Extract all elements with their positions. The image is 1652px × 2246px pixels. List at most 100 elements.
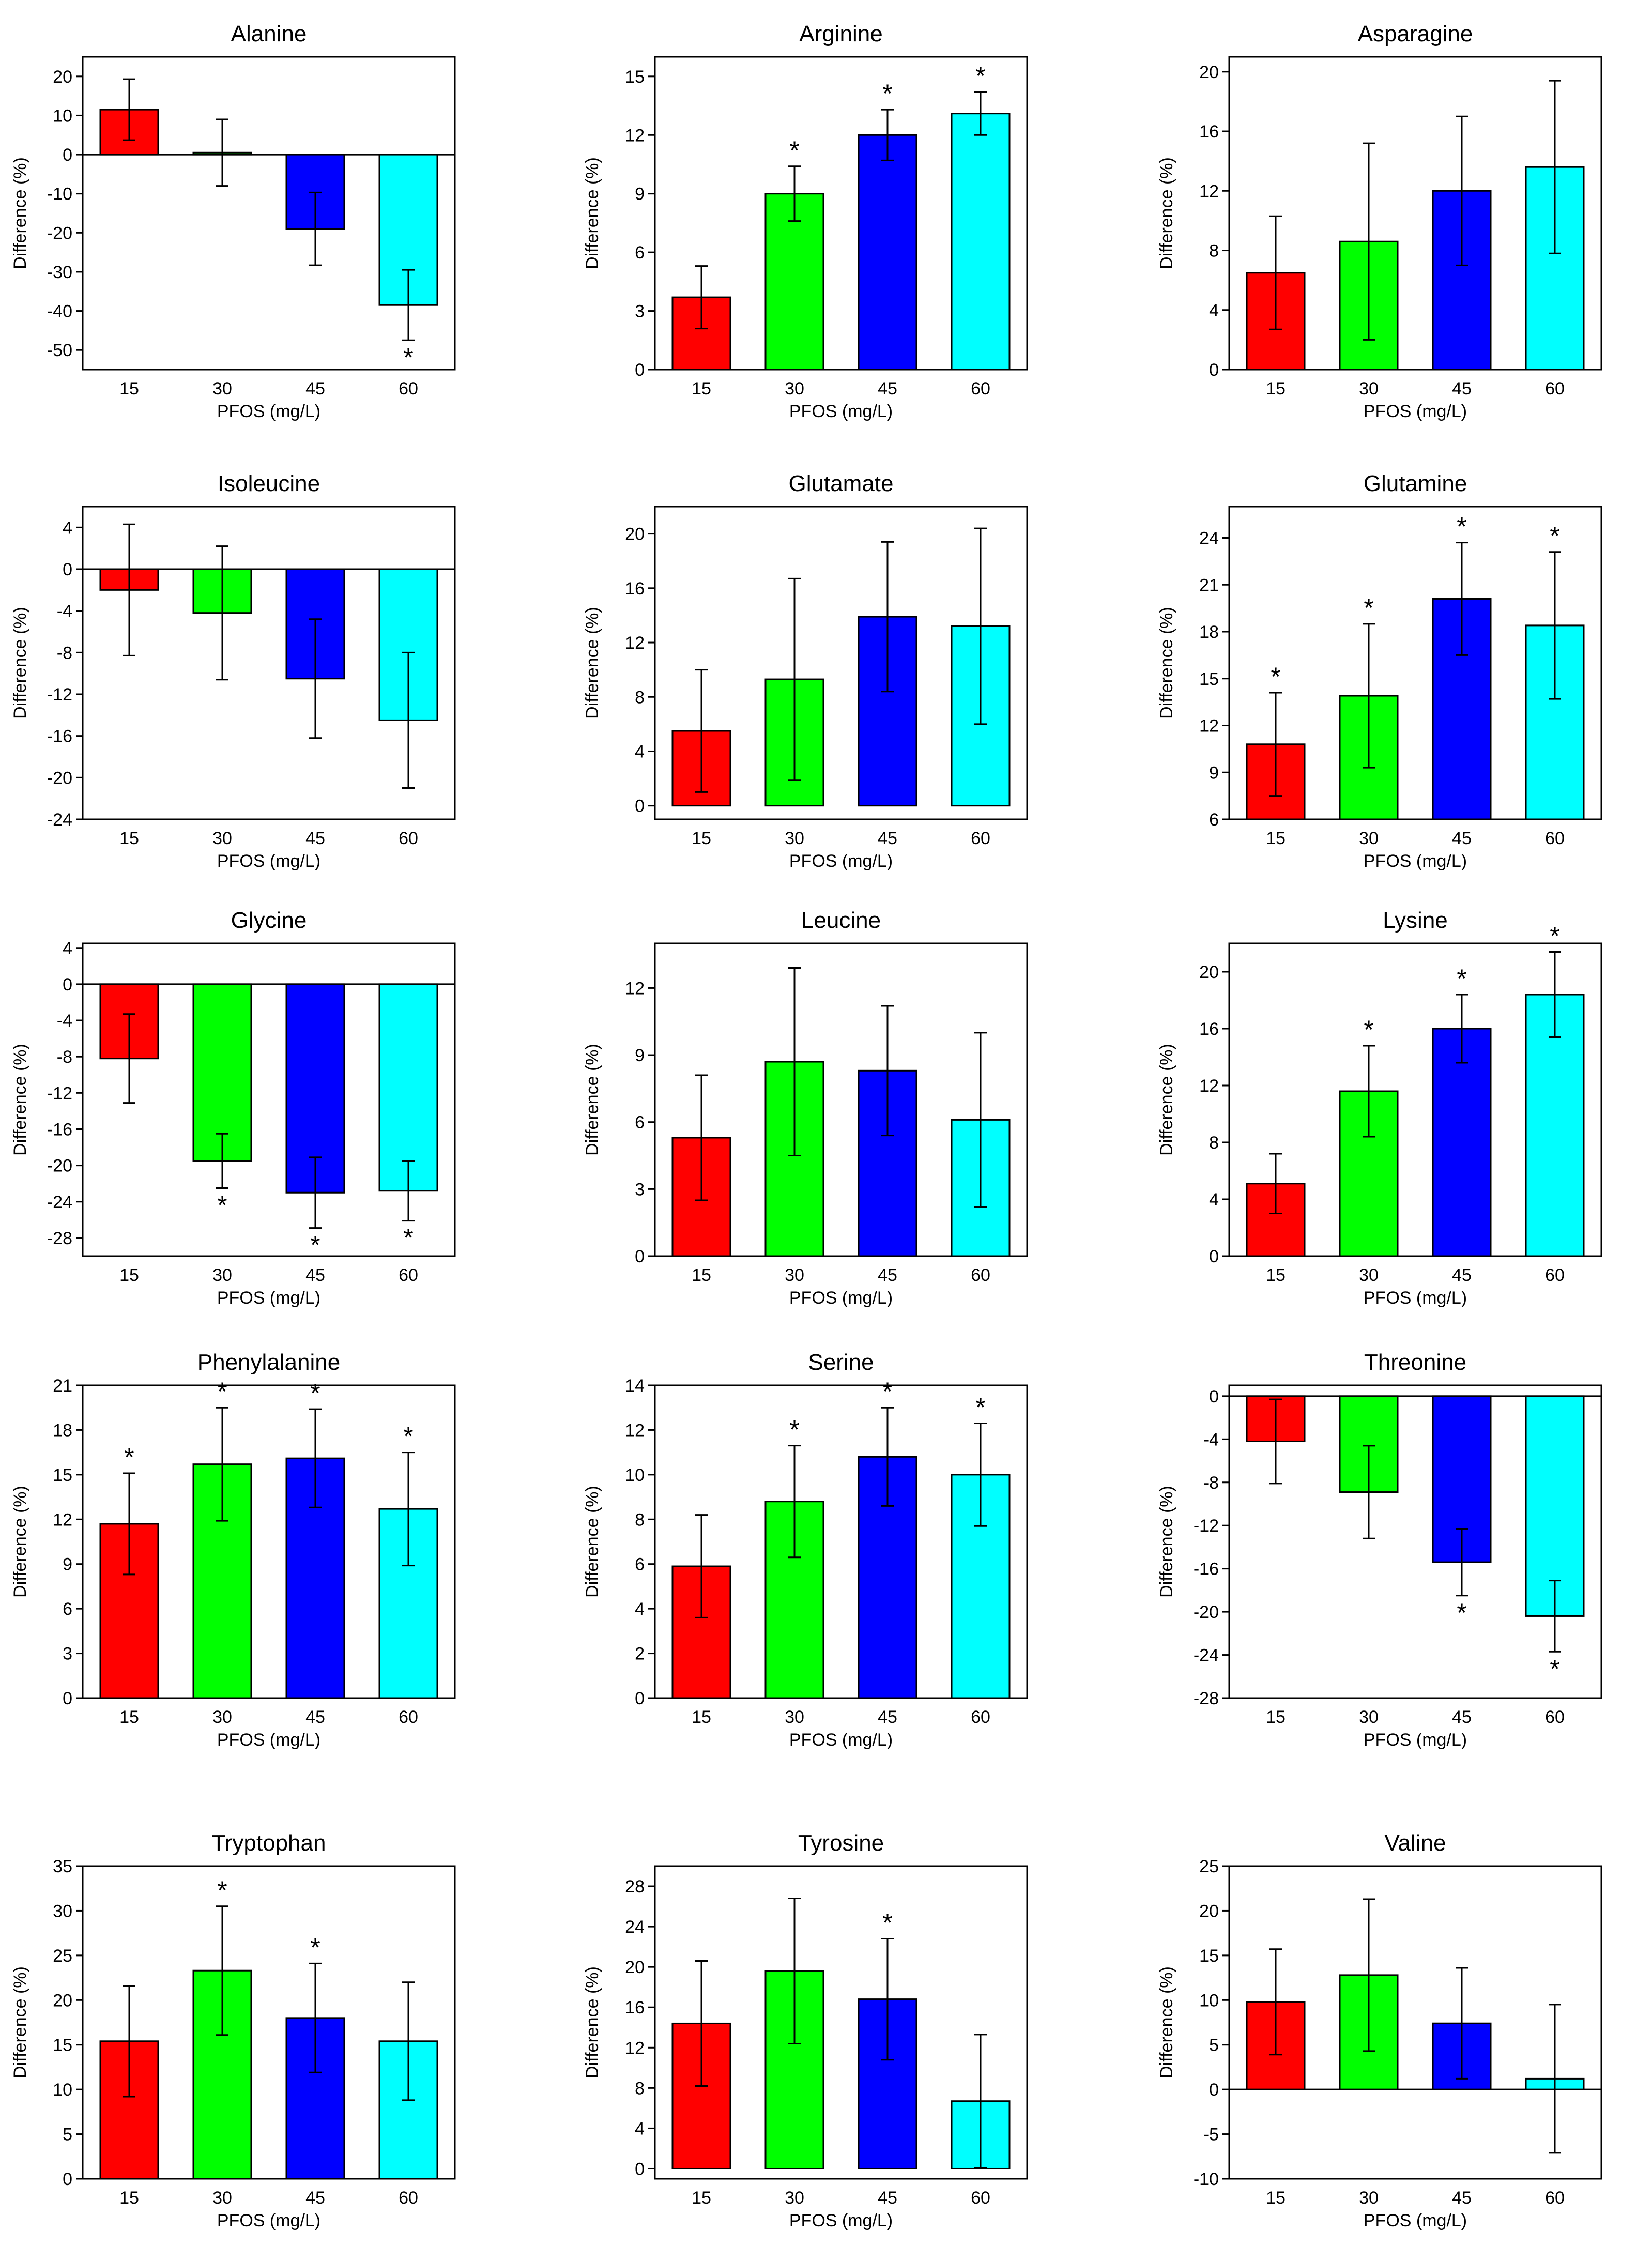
y-tick-label: 6 <box>1209 810 1219 830</box>
y-tick-label: 24 <box>625 1917 645 1937</box>
chart-title: Glutamine <box>1364 471 1467 496</box>
y-tick-label: -12 <box>47 1083 72 1103</box>
y-tick-label: 16 <box>625 1998 645 2018</box>
chart-isoleucine: Isoleucine 4 0 -4 -8 -12 -16 -20 -24 Difference (… <box>10 471 456 871</box>
y-tick-label: -16 <box>1194 1560 1219 1579</box>
bar-arginine-60 <box>951 113 1011 371</box>
x-axis-label: PFOS (mg/L) <box>217 2211 320 2230</box>
x-tick-label: 45 <box>878 1265 897 1285</box>
y-axis-label: Difference (%) <box>1157 1966 1176 2079</box>
chart-phenylalanine: Phenylalanine 0 3 6 9 12 15 18 21 Difference (%) *… <box>10 1350 456 1750</box>
chart-title: Arginine <box>799 21 882 47</box>
x-axis-label: PFOS (mg/L) <box>789 2211 893 2230</box>
plot-frame <box>82 1384 456 1699</box>
x-tick-label: 15 <box>119 829 139 848</box>
y-tick-label: 4 <box>635 1599 645 1619</box>
x-tick-label: 45 <box>305 829 325 848</box>
chart-title: Leucine <box>801 908 881 933</box>
y-tick-label: 0 <box>63 560 72 579</box>
y-axis-label: Difference (%) <box>10 1044 30 1156</box>
y-tick-label: -20 <box>1194 1602 1219 1622</box>
bar-arginine-30 <box>764 193 824 371</box>
x-tick-label: 45 <box>305 1707 325 1727</box>
y-tick-label: 28 <box>625 1877 645 1897</box>
significance-asterisk: * <box>217 1190 227 1219</box>
x-axis-label: PFOS (mg/L) <box>217 1730 320 1750</box>
y-tick-label: 12 <box>1199 181 1219 201</box>
plot-frame <box>1228 56 1602 371</box>
x-tick-label: 15 <box>692 829 711 848</box>
y-axis-label: Difference (%) <box>1157 1486 1176 1598</box>
y-tick-label: 0 <box>63 145 72 165</box>
x-tick-label: 45 <box>878 379 897 399</box>
bar-arginine-45 <box>858 134 917 371</box>
significance-asterisk: * <box>882 79 892 108</box>
chart-title: Asparagine <box>1358 21 1473 47</box>
x-tick-label: 60 <box>399 829 418 848</box>
plot-frame <box>82 506 456 820</box>
y-tick-label: 12 <box>625 2038 645 2058</box>
significance-asterisk: * <box>975 62 985 90</box>
x-tick-label: 45 <box>1452 379 1472 399</box>
y-tick-label: -8 <box>1203 1473 1219 1493</box>
y-tick-label: 3 <box>635 302 645 322</box>
y-tick-label: 18 <box>1199 622 1219 642</box>
y-tick-label: 0 <box>63 975 72 995</box>
y-tick-label: 0 <box>1209 2080 1219 2100</box>
x-tick-label: 15 <box>1266 2188 1286 2208</box>
significance-asterisk: * <box>1550 1654 1559 1683</box>
chart-alanine: Alanine 20 10 0 -10 -20 -30 -40 -50 Difference (%… <box>10 21 456 421</box>
x-tick-label: 30 <box>212 2188 232 2208</box>
y-tick-label: 16 <box>1199 122 1219 142</box>
chart-glutamate: Glutamate 0 4 8 12 16 20 Difference (%) 15 30 45 60… <box>583 471 1028 871</box>
y-tick-label: -24 <box>47 810 72 830</box>
x-tick-label: 15 <box>1266 379 1286 399</box>
chart-title: Lysine <box>1383 908 1448 933</box>
y-tick-label: 20 <box>1199 63 1219 82</box>
y-axis-label: Difference (%) <box>1157 607 1176 719</box>
significance-asterisk: * <box>310 1379 320 1408</box>
y-tick-label: 10 <box>625 1465 645 1485</box>
x-tick-label: 60 <box>971 2188 990 2208</box>
x-tick-label: 45 <box>305 2188 325 2208</box>
y-tick-label: -16 <box>47 727 72 746</box>
y-tick-label: 9 <box>635 1046 645 1065</box>
y-tick-label: 20 <box>1199 1901 1219 1921</box>
y-tick-label: 8 <box>635 1510 645 1530</box>
x-tick-label: 15 <box>1266 1707 1286 1727</box>
x-tick-label: 30 <box>785 2188 804 2208</box>
chart-leucine: Leucine 0 3 6 9 12 Difference (%) 15 30 45 60 PFOS … <box>583 908 1028 1308</box>
x-axis-label: PFOS (mg/L) <box>789 1288 893 1308</box>
chart-title: Glutamate <box>789 471 894 496</box>
significance-asterisk: * <box>975 1393 985 1422</box>
y-tick-label: 25 <box>1199 1857 1219 1876</box>
x-tick-label: 60 <box>399 1265 418 1285</box>
y-tick-label: -28 <box>47 1229 72 1248</box>
y-tick-label: 12 <box>625 633 645 653</box>
y-tick-label: 9 <box>635 185 645 204</box>
significance-asterisk: * <box>403 1224 413 1252</box>
y-axis-label: Difference (%) <box>1157 1044 1176 1156</box>
y-tick-label: -30 <box>47 263 72 282</box>
y-tick-label: -20 <box>47 768 72 788</box>
x-tick-label: 30 <box>212 829 232 848</box>
x-tick-label: 30 <box>785 1707 804 1727</box>
x-tick-label: 15 <box>692 1265 711 1285</box>
x-axis-label: PFOS (mg/L) <box>217 1288 320 1308</box>
plot-frame <box>82 1865 456 2180</box>
x-tick-label: 60 <box>971 829 990 848</box>
x-tick-label: 30 <box>1359 1707 1379 1727</box>
y-tick-label: 30 <box>53 1901 72 1921</box>
x-tick-label: 45 <box>305 1265 325 1285</box>
y-tick-label: -24 <box>1194 1646 1219 1666</box>
chart-title: Isoleucine <box>218 471 320 496</box>
y-tick-label: 20 <box>625 525 645 544</box>
y-axis-label: Difference (%) <box>1157 157 1176 269</box>
x-tick-label: 30 <box>212 1707 232 1727</box>
x-tick-label: 30 <box>1359 829 1379 848</box>
x-tick-label: 60 <box>1545 1265 1565 1285</box>
significance-asterisk: * <box>403 1422 413 1451</box>
x-axis-label: PFOS (mg/L) <box>1364 1288 1467 1308</box>
y-tick-label: 4 <box>635 742 645 761</box>
x-tick-label: 60 <box>971 1707 990 1727</box>
